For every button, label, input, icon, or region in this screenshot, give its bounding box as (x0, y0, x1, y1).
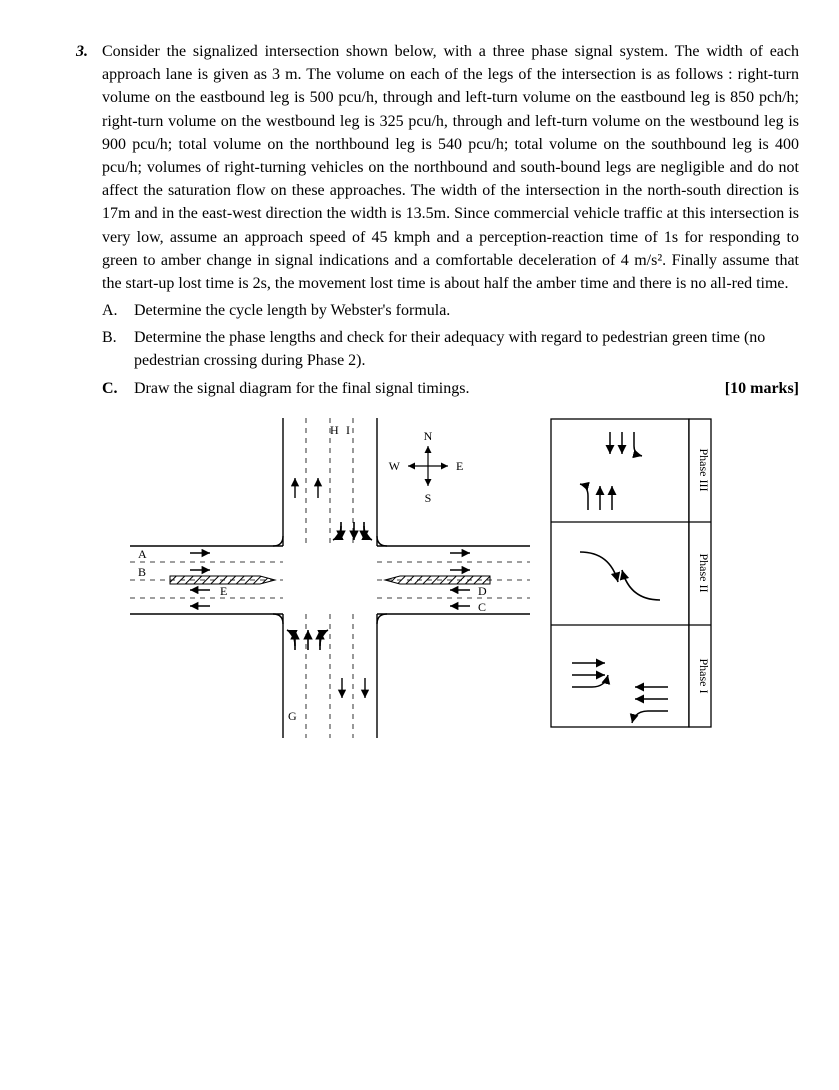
intersection-diagram: N E S W A B E C D H I G (130, 418, 530, 738)
label-c: C (478, 600, 486, 614)
question-number: 3. (70, 40, 88, 400)
label-g: G (288, 709, 297, 723)
label-a: A (138, 547, 147, 561)
sub-a-text: Determine the cycle length by Webster's … (134, 299, 450, 322)
phase-diagram: Phase III Phase II Phase I (550, 418, 720, 728)
question-body: Consider the signalized intersection sho… (102, 40, 799, 295)
compass: N E S W (389, 429, 464, 505)
svg-text:W: W (389, 459, 401, 473)
sub-b-text: Determine the phase lengths and check fo… (134, 326, 799, 372)
sub-a-label: A. (102, 299, 124, 322)
sb-approach-arrows (333, 522, 372, 540)
phase-1-label: Phase I (697, 658, 711, 693)
label-e: E (220, 584, 227, 598)
svg-text:S: S (425, 491, 432, 505)
nb-approach-arrows (287, 630, 328, 650)
label-i: I (346, 423, 350, 437)
phase-3-label: Phase III (697, 448, 711, 491)
svg-text:E: E (456, 459, 463, 473)
sub-c-label: C. (102, 377, 124, 400)
label-b: B (138, 565, 146, 579)
svg-text:N: N (424, 429, 433, 443)
marks: [10 marks] (725, 377, 799, 400)
phase-2-label: Phase II (697, 553, 711, 592)
sub-c-text: Draw the signal diagram for the final si… (134, 380, 469, 397)
label-d: D (478, 584, 487, 598)
sub-b-label: B. (102, 326, 124, 372)
label-h: H (330, 423, 339, 437)
